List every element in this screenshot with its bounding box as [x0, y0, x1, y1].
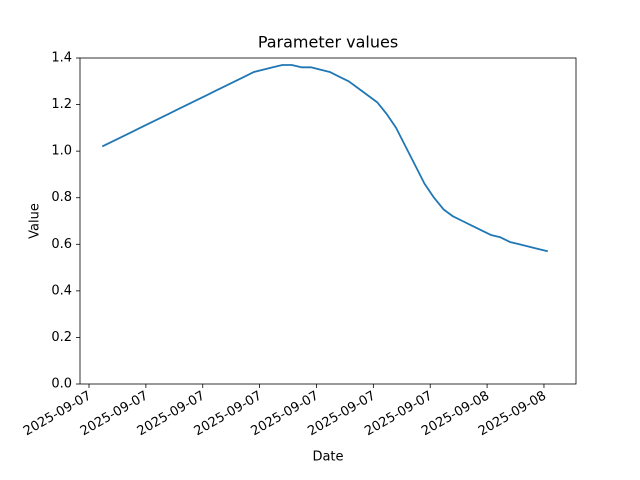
- y-tick-label: 0.8: [51, 190, 72, 205]
- y-axis-label: Value: [28, 203, 43, 239]
- y-tick-label: 0.6: [51, 237, 72, 252]
- data-line: [101, 64, 548, 253]
- y-tick-label: 1.4: [51, 51, 72, 66]
- y-tick-label: 0.2: [51, 330, 72, 345]
- y-tick-label: 1.2: [51, 97, 72, 112]
- y-tick-label: 0.0: [51, 377, 72, 392]
- y-tick-label: 1.0: [51, 144, 72, 159]
- x-axis-label: Date: [312, 450, 343, 465]
- y-tick-label: 0.4: [51, 283, 72, 298]
- chart-title: Parameter values: [258, 33, 398, 52]
- axes-frame: [79, 57, 577, 385]
